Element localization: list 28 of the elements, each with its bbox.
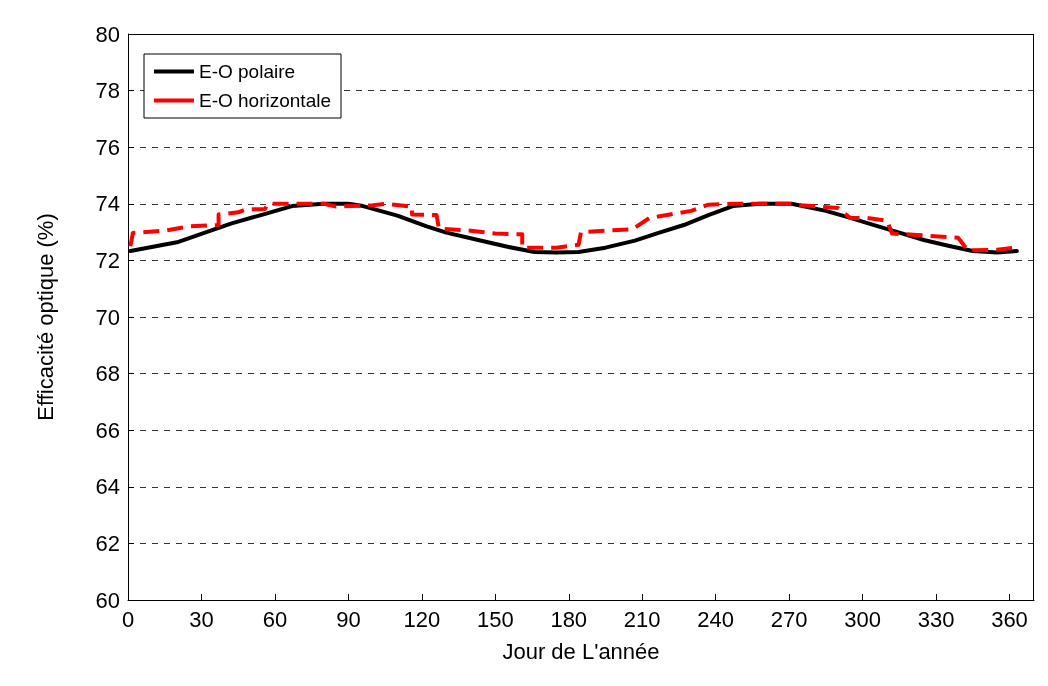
x-tick-label: 150 — [476, 606, 514, 632]
x-tick-label: 90 — [336, 606, 361, 632]
x-tick-label: 180 — [550, 606, 588, 632]
x-tick-label: 30 — [189, 606, 214, 632]
y-axis-title: Efficacité optique (%) — [32, 213, 58, 421]
y-tick-label: 72 — [95, 247, 120, 273]
y-tick-label: 64 — [95, 474, 120, 500]
y-tick-label: 62 — [95, 530, 120, 556]
x-tick-label: 300 — [844, 606, 881, 632]
x-axis-title: Jour de L'année — [502, 638, 660, 664]
x-tick-label: 210 — [623, 606, 661, 632]
y-tick-label: 74 — [95, 191, 120, 217]
x-tick-label: 60 — [262, 606, 288, 632]
x-tick-label: 240 — [697, 606, 735, 632]
y-tick-label: 80 — [95, 21, 120, 47]
y-tick-label: 60 — [95, 587, 120, 613]
x-tick-label: 0 — [121, 606, 135, 632]
x-tick-label: 120 — [403, 606, 441, 632]
y-tick-label: 68 — [95, 361, 120, 387]
y-tick-label: 70 — [95, 304, 120, 330]
x-tick-label: 360 — [991, 606, 1028, 632]
y-tick-label: 78 — [95, 78, 120, 104]
legend-label: E-O polaire — [199, 61, 296, 82]
legend-label: E-O horizontale — [199, 90, 332, 111]
y-tick-label: 76 — [95, 134, 120, 160]
y-tick-label: 66 — [95, 417, 120, 443]
x-tick-label: 270 — [770, 606, 808, 632]
x-tick-label: 330 — [917, 606, 955, 632]
